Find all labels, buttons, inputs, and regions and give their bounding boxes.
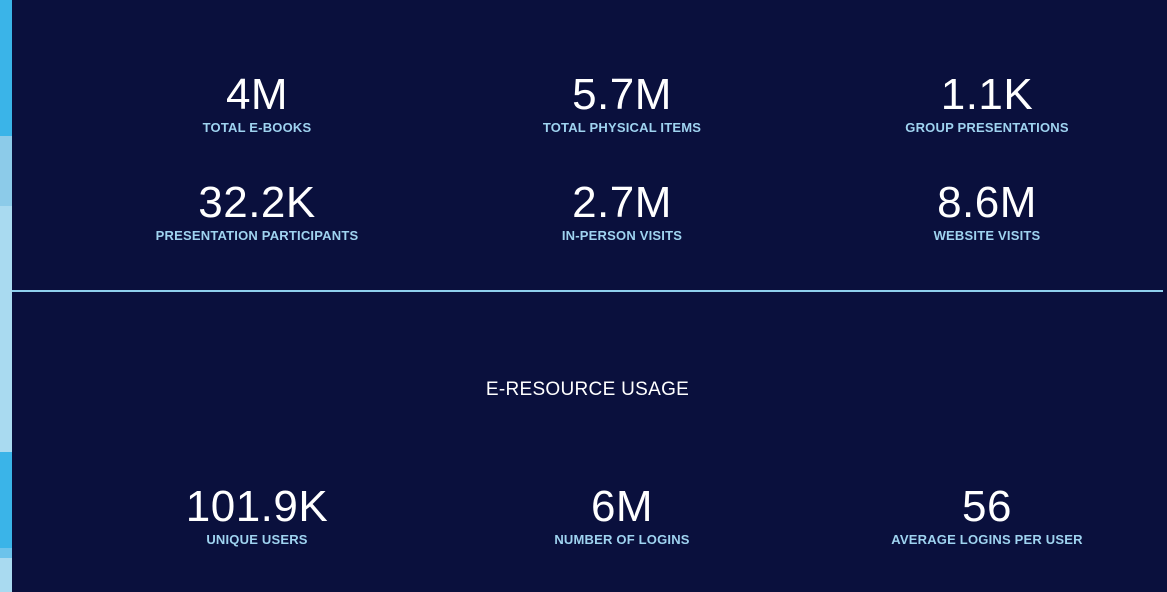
stat-label: TOTAL PHYSICAL ITEMS xyxy=(542,120,702,135)
stat-number-of-logins: 6M NUMBER OF LOGINS xyxy=(442,484,802,548)
stat-label: UNIQUE USERS xyxy=(206,532,308,547)
stat-label: GROUP PRESENTATIONS xyxy=(905,120,1069,135)
stat-group-presentations: 1.1K GROUP PRESENTATIONS xyxy=(807,72,1167,136)
stat-value: 101.9K xyxy=(185,482,329,531)
stat-presentation-participants: 32.2K PRESENTATION PARTICIPANTS xyxy=(77,180,437,244)
section-title: E-RESOURCE USAGE xyxy=(485,379,690,400)
stat-value: 2.7M xyxy=(572,178,672,227)
stat-website-visits: 8.6M WEBSITE VISITS xyxy=(807,180,1167,244)
left-strip-segment xyxy=(0,452,12,548)
stat-in-person-visits: 2.7M IN-PERSON VISITS xyxy=(442,180,802,244)
stat-value: 32.2K xyxy=(198,178,316,227)
left-strip-segment xyxy=(0,206,12,452)
stat-label: PRESENTATION PARTICIPANTS xyxy=(155,228,359,243)
stat-total-physical-items: 5.7M TOTAL PHYSICAL ITEMS xyxy=(442,72,802,136)
stat-total-ebooks: 4M TOTAL E-BOOKS xyxy=(77,72,437,136)
stat-value: 56 xyxy=(962,482,1012,531)
stat-value: 5.7M xyxy=(572,70,672,119)
left-strip-segment xyxy=(0,0,12,136)
stat-value: 1.1K xyxy=(940,70,1034,119)
stat-unique-users: 101.9K UNIQUE USERS xyxy=(77,484,437,548)
stat-value: 6M xyxy=(590,482,654,531)
stat-value: 8.6M xyxy=(937,178,1037,227)
stat-label: TOTAL E-BOOKS xyxy=(202,120,312,135)
left-strip-segment xyxy=(0,548,12,558)
stat-average-logins-per-user: 56 AVERAGE LOGINS PER USER xyxy=(807,484,1167,548)
stat-label: NUMBER OF LOGINS xyxy=(554,532,690,547)
left-accent-strip xyxy=(0,0,12,592)
stat-value: 4M xyxy=(225,70,289,119)
left-strip-segment xyxy=(0,558,12,592)
stat-label: AVERAGE LOGINS PER USER xyxy=(891,532,1083,547)
stat-label: IN-PERSON VISITS xyxy=(561,228,683,243)
section-divider xyxy=(12,290,1163,292)
stat-label: WEBSITE VISITS xyxy=(933,228,1041,243)
left-strip-segment xyxy=(0,136,12,206)
